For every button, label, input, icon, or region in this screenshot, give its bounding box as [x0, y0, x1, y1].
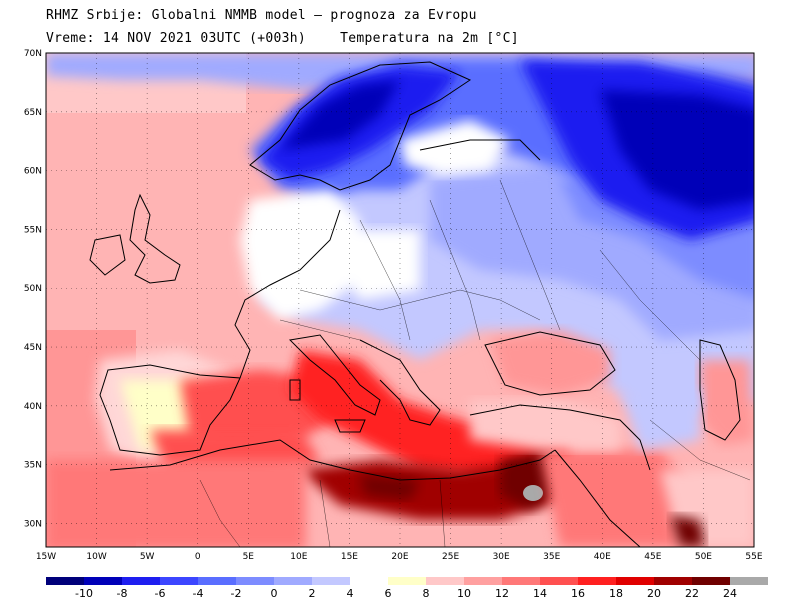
longitude-tick-label: 15W	[36, 552, 56, 562]
graticule	[46, 53, 754, 547]
colorbar-label: -10	[75, 587, 93, 600]
longitude-tick-label: 50E	[695, 552, 712, 562]
colorbar-label: 14	[533, 587, 547, 600]
colorbar-swatch	[426, 577, 464, 585]
colorbar-label: -6	[155, 587, 166, 600]
forecast-time: Vreme: 14 NOV 2021 03UTC (+003h)	[46, 31, 307, 46]
latitude-tick-label: 60N	[24, 167, 42, 177]
colorbar-swatch	[84, 577, 122, 585]
colorbar-swatch	[692, 577, 730, 585]
map-frame	[45, 52, 755, 548]
colorbar-swatch	[540, 577, 578, 585]
coastlines	[89, 61, 741, 547]
longitude-tick-label: 35E	[543, 552, 560, 562]
colorbar-label: 16	[571, 587, 585, 600]
map-subtitle: Vreme: 14 NOV 2021 03UTC (+003h) Temperat…	[46, 31, 519, 46]
colorbar-label: 6	[385, 587, 392, 600]
colorbar-label: 4	[347, 587, 354, 600]
colorbar-label: 22	[685, 587, 699, 600]
temperature-field	[46, 53, 754, 547]
colorbar-swatch	[502, 577, 540, 585]
colorbar-label: 10	[457, 587, 471, 600]
colorbar-swatch	[312, 577, 350, 585]
colorbar: -10 -8 -6 -4 -2 0 2 4 6 8 10 12 14 16 18 20 22 24	[46, 577, 768, 600]
colorbar-swatch	[198, 577, 236, 585]
latitude-tick-label: 55N	[24, 225, 42, 235]
colorbar-label: 12	[495, 587, 509, 600]
colorbar-label: 24	[723, 587, 737, 600]
borders	[199, 179, 751, 547]
latitude-tick-label: 40N	[24, 402, 42, 412]
colorbar-label: 8	[423, 587, 430, 600]
longitude-tick-label: 30E	[493, 552, 510, 562]
longitude-tick-label: 20E	[391, 552, 408, 562]
latitude-axis: 70N 65N 60N 55N 50N 45N 40N 35N 30N	[24, 49, 42, 529]
longitude-tick-label: 5W	[140, 552, 155, 562]
colorbar-swatch	[236, 577, 274, 585]
latitude-tick-label: 65N	[24, 108, 42, 118]
colorbar-label: 2	[309, 587, 316, 600]
longitude-tick-label: 5E	[243, 552, 255, 562]
variable-label: Temperatura na 2m [°C]	[340, 31, 519, 46]
colorbar-swatch	[388, 577, 426, 585]
colorbar-label: 18	[609, 587, 623, 600]
colorbar-label: 20	[647, 587, 661, 600]
latitude-tick-label: 70N	[24, 49, 42, 59]
colorbar-label: -4	[193, 587, 204, 600]
colorbar-swatch	[274, 577, 312, 585]
colorbar-swatch	[616, 577, 654, 585]
colorbar-label: -2	[231, 587, 242, 600]
colorbar-swatch	[160, 577, 198, 585]
colorbar-swatch	[730, 577, 768, 585]
latitude-tick-label: 35N	[24, 461, 42, 471]
colorbar-swatch	[464, 577, 502, 585]
longitude-tick-label: 45E	[644, 552, 661, 562]
colorbar-label: 0	[271, 587, 278, 600]
colorbar-swatch	[578, 577, 616, 585]
map-title: RHMZ Srbije: Globalni NMMB model — progn…	[46, 8, 477, 23]
longitude-tick-label: 40E	[594, 552, 611, 562]
colorbar-swatch	[654, 577, 692, 585]
colorbar-swatch	[350, 577, 388, 585]
colorbar-swatch	[122, 577, 160, 585]
colorbar-label: -8	[117, 587, 128, 600]
colorbar-swatch	[46, 577, 84, 585]
latitude-tick-label: 50N	[24, 284, 42, 294]
longitude-tick-label: 55E	[745, 552, 762, 562]
latitude-tick-label: 30N	[24, 519, 42, 529]
longitude-tick-label: 0	[195, 552, 201, 562]
longitude-tick-label: 10W	[86, 552, 106, 562]
longitude-tick-label: 10E	[290, 552, 307, 562]
longitude-tick-label: 25E	[442, 552, 459, 562]
longitude-tick-label: 15E	[341, 552, 358, 562]
longitude-axis: 15W 10W 5W 0 5E 10E 15E 20E 25E 30E 35E 40E 45E 50E 55…	[36, 552, 763, 562]
latitude-tick-label: 45N	[24, 343, 42, 353]
